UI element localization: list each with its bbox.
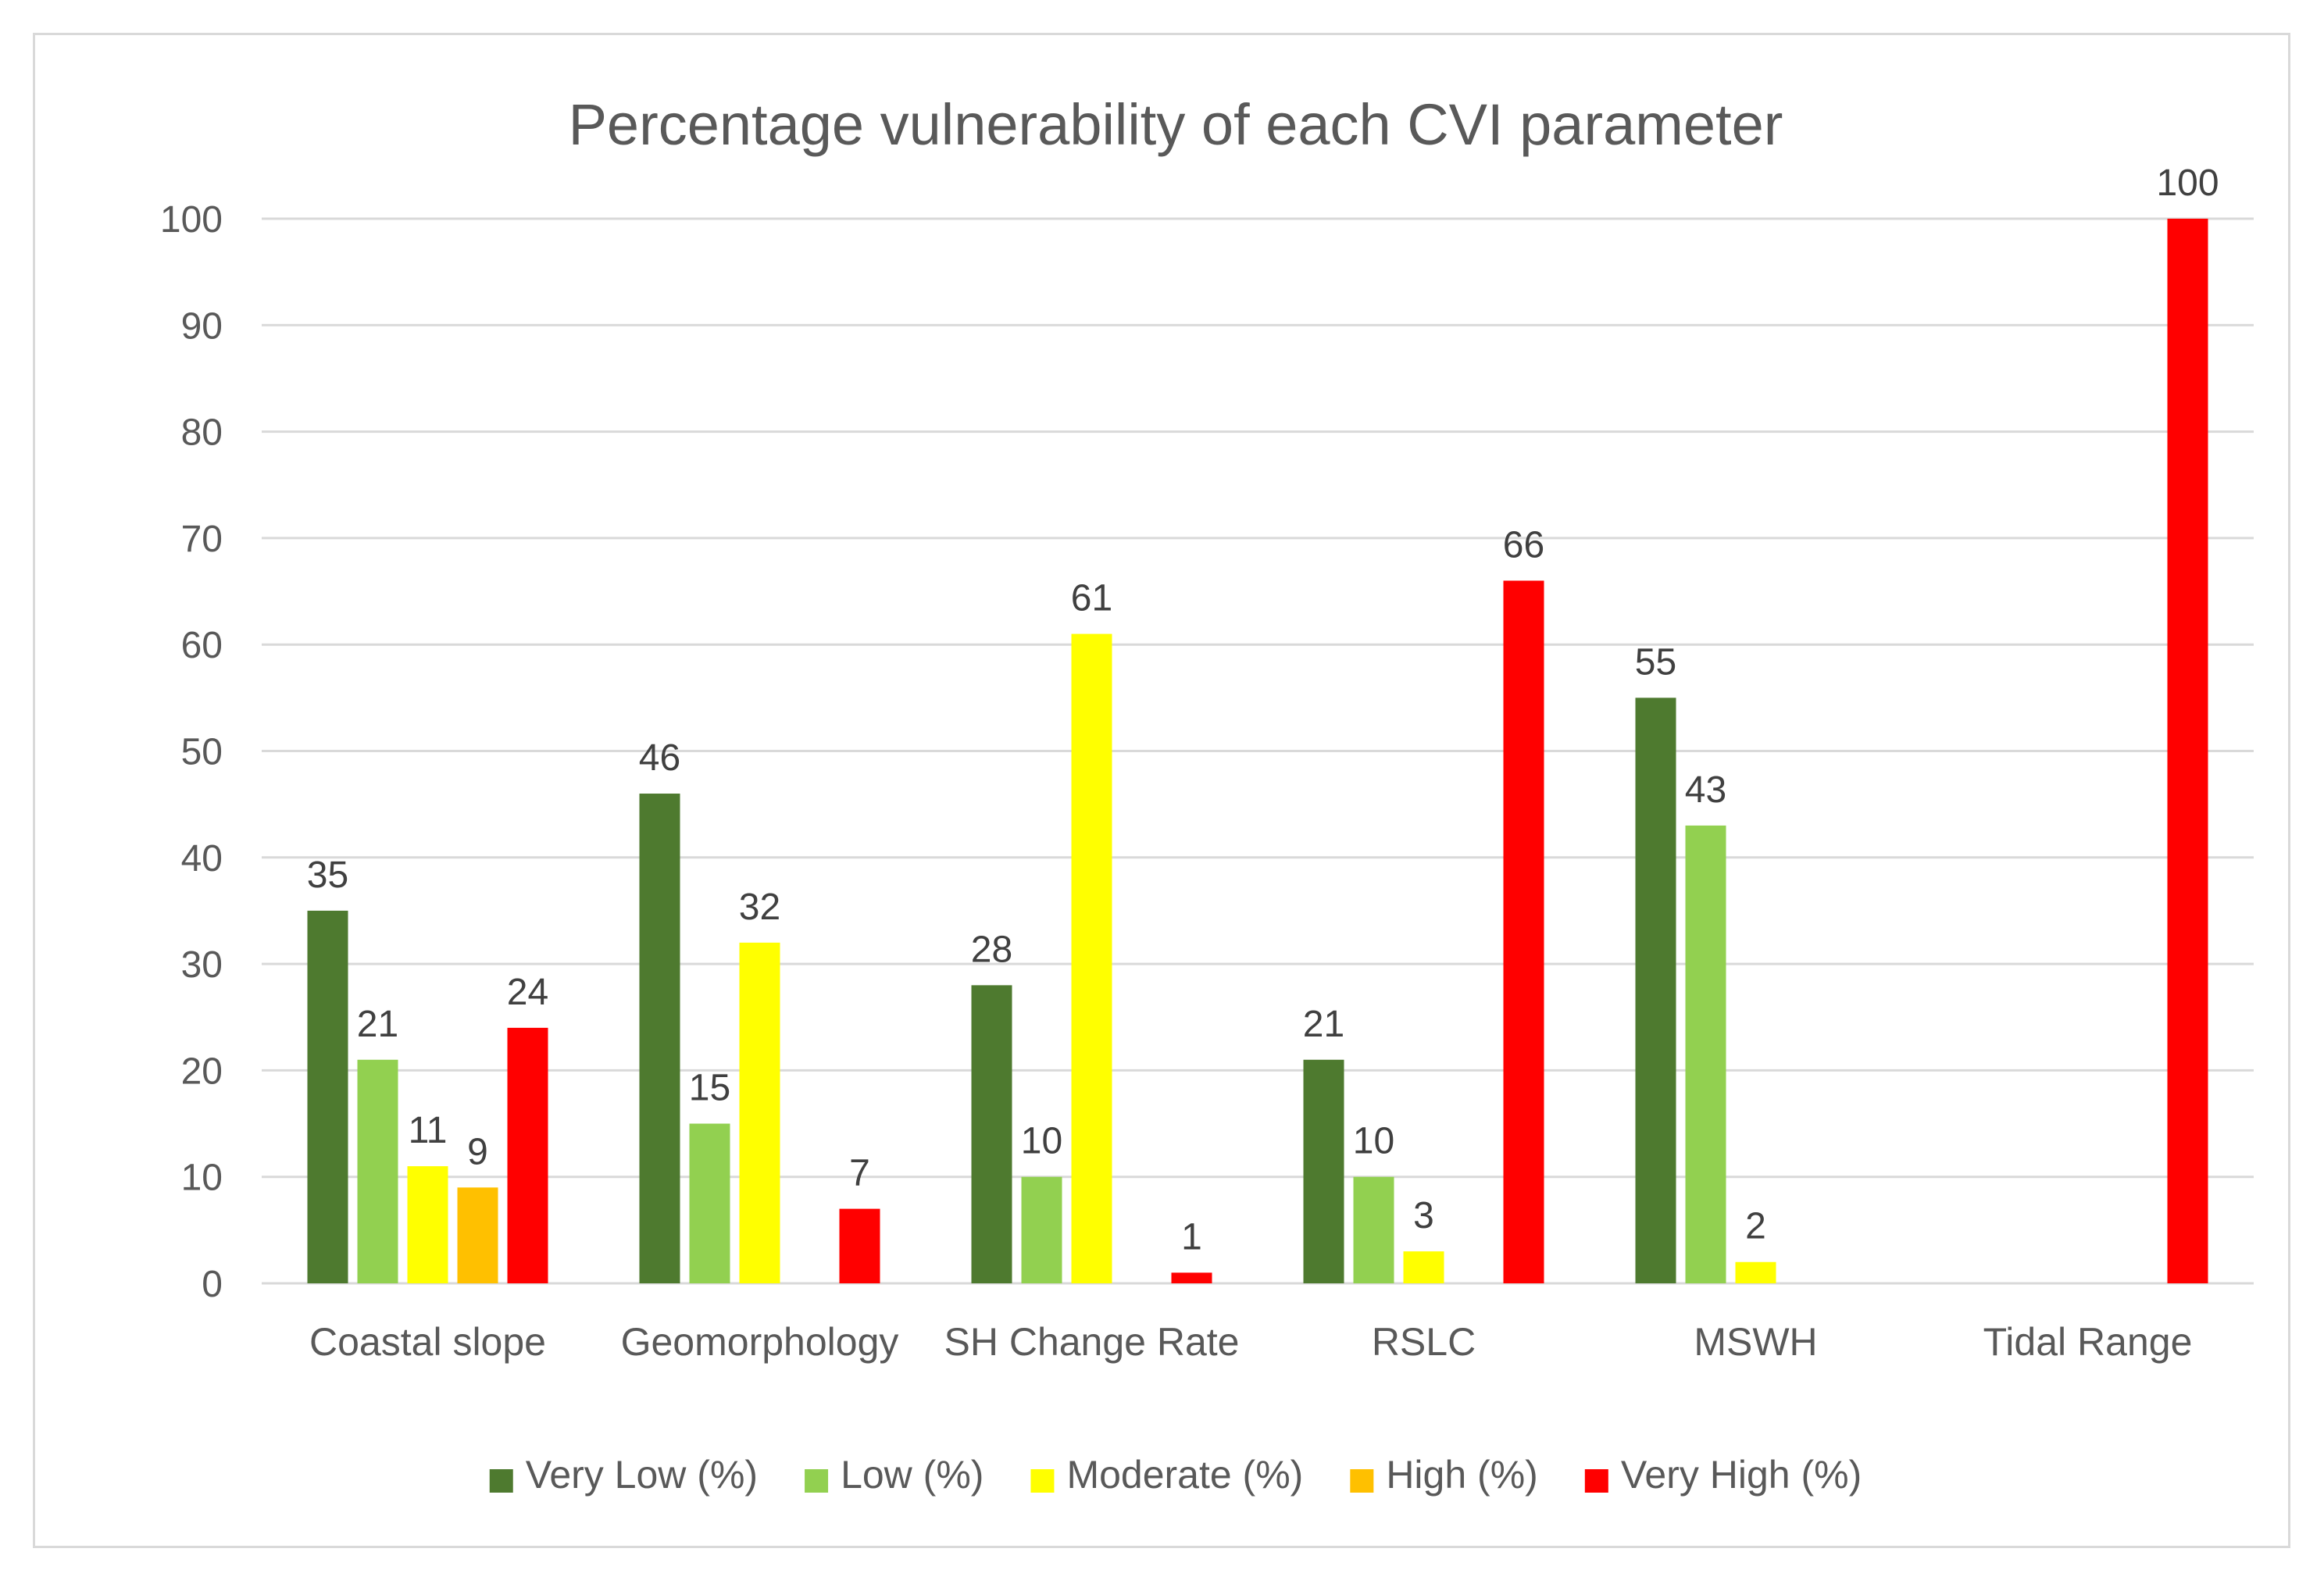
data-label: 46	[639, 737, 680, 779]
bar	[1403, 1251, 1444, 1283]
chart-title: Percentage vulnerability of each CVI par…	[569, 92, 1783, 157]
bar	[1353, 1176, 1394, 1283]
category-label: Geomorphology	[621, 1320, 899, 1364]
bar	[739, 942, 780, 1283]
y-axis-ticks: 0 10 20 30 40 50 60 70 80 90 100	[160, 199, 223, 1305]
bar	[639, 794, 680, 1283]
legend-label: Moderate (%)	[1066, 1453, 1303, 1497]
legend-swatch	[1350, 1469, 1374, 1493]
category-label: MSWH	[1694, 1320, 1817, 1364]
y-tick-label: 100	[160, 199, 223, 241]
legend-swatch	[1584, 1469, 1608, 1493]
bar	[457, 1187, 498, 1283]
data-label: 66	[1503, 524, 1544, 566]
category-label: RSLC	[1372, 1320, 1476, 1364]
legend-swatch	[1030, 1469, 1055, 1493]
bar	[1071, 633, 1112, 1283]
data-label: 61	[1071, 578, 1112, 619]
bar	[357, 1059, 398, 1283]
data-label: 55	[1635, 641, 1676, 683]
data-label: 11	[409, 1110, 448, 1151]
bar	[839, 1208, 880, 1283]
bar	[1635, 698, 1676, 1283]
category-label: SH Change Rate	[944, 1320, 1239, 1364]
legend-item: High (%)	[1350, 1453, 1538, 1497]
y-tick-label: 30	[181, 944, 223, 986]
data-label: 3	[1413, 1195, 1434, 1236]
chart: Percentage vulnerability of each CVI par…	[160, 92, 2254, 1497]
data-label: 100	[2156, 162, 2219, 204]
bar	[1021, 1176, 1062, 1283]
x-axis-categories: Coastal slope Geomorphology SH Change Rate…	[309, 1320, 2192, 1364]
y-tick-label: 60	[181, 625, 223, 666]
y-tick-label: 20	[181, 1051, 223, 1092]
y-tick-label: 80	[181, 412, 223, 454]
data-label: 1	[1181, 1216, 1202, 1258]
legend-item: Very Low (%)	[489, 1453, 758, 1497]
bar	[407, 1166, 448, 1283]
y-tick-label: 50	[181, 732, 223, 773]
bar	[507, 1027, 548, 1283]
data-labels: 35 21 11 9 24 46 15 32 7 28 10 61 1 21 10 3 66 55 43 2 100	[307, 162, 2219, 1258]
legend-swatch	[805, 1469, 829, 1493]
bar	[1685, 825, 1726, 1283]
data-label: 21	[357, 1004, 398, 1045]
y-tick-label: 90	[181, 305, 223, 347]
data-label: 10	[1353, 1121, 1394, 1162]
legend-label: Very Low (%)	[526, 1453, 758, 1497]
legend-item: Low (%)	[805, 1453, 984, 1497]
legend: Very Low (%) Low (%) Moderate (%) High (%) V…	[489, 1453, 1862, 1497]
category-label: Tidal Range	[1983, 1320, 2193, 1364]
legend-label: Low (%)	[841, 1453, 984, 1497]
data-label: 35	[307, 855, 348, 896]
data-label: 43	[1685, 769, 1726, 811]
legend-label: High (%)	[1386, 1453, 1537, 1497]
bar	[1503, 580, 1544, 1283]
bar	[1171, 1272, 1212, 1283]
bar	[1735, 1261, 1776, 1283]
chart-frame: Percentage vulnerability of each CVI par…	[33, 33, 2290, 1548]
bar	[1303, 1059, 1344, 1283]
data-label: 9	[467, 1131, 488, 1172]
bar	[2167, 219, 2208, 1283]
bars	[307, 219, 2208, 1283]
bar	[971, 985, 1012, 1283]
data-label: 2	[1745, 1206, 1766, 1247]
y-tick-label: 10	[181, 1158, 223, 1199]
category-label: Coastal slope	[309, 1320, 546, 1364]
legend-item: Moderate (%)	[1030, 1453, 1303, 1497]
legend-label: Very High (%)	[1621, 1453, 1862, 1497]
bar	[689, 1123, 730, 1283]
legend-item: Very High (%)	[1584, 1453, 1862, 1497]
data-label: 15	[689, 1068, 730, 1109]
data-label: 32	[739, 887, 780, 928]
data-label: 7	[849, 1153, 870, 1194]
bar	[307, 910, 348, 1283]
y-tick-label: 40	[181, 838, 223, 879]
data-label: 10	[1021, 1121, 1062, 1162]
y-tick-label: 0	[202, 1264, 223, 1305]
data-label: 28	[971, 929, 1012, 970]
gridlines	[262, 217, 2254, 1285]
legend-swatch	[489, 1469, 513, 1493]
data-label: 21	[1303, 1004, 1344, 1045]
y-tick-label: 70	[181, 519, 223, 560]
data-label: 24	[507, 972, 548, 1013]
